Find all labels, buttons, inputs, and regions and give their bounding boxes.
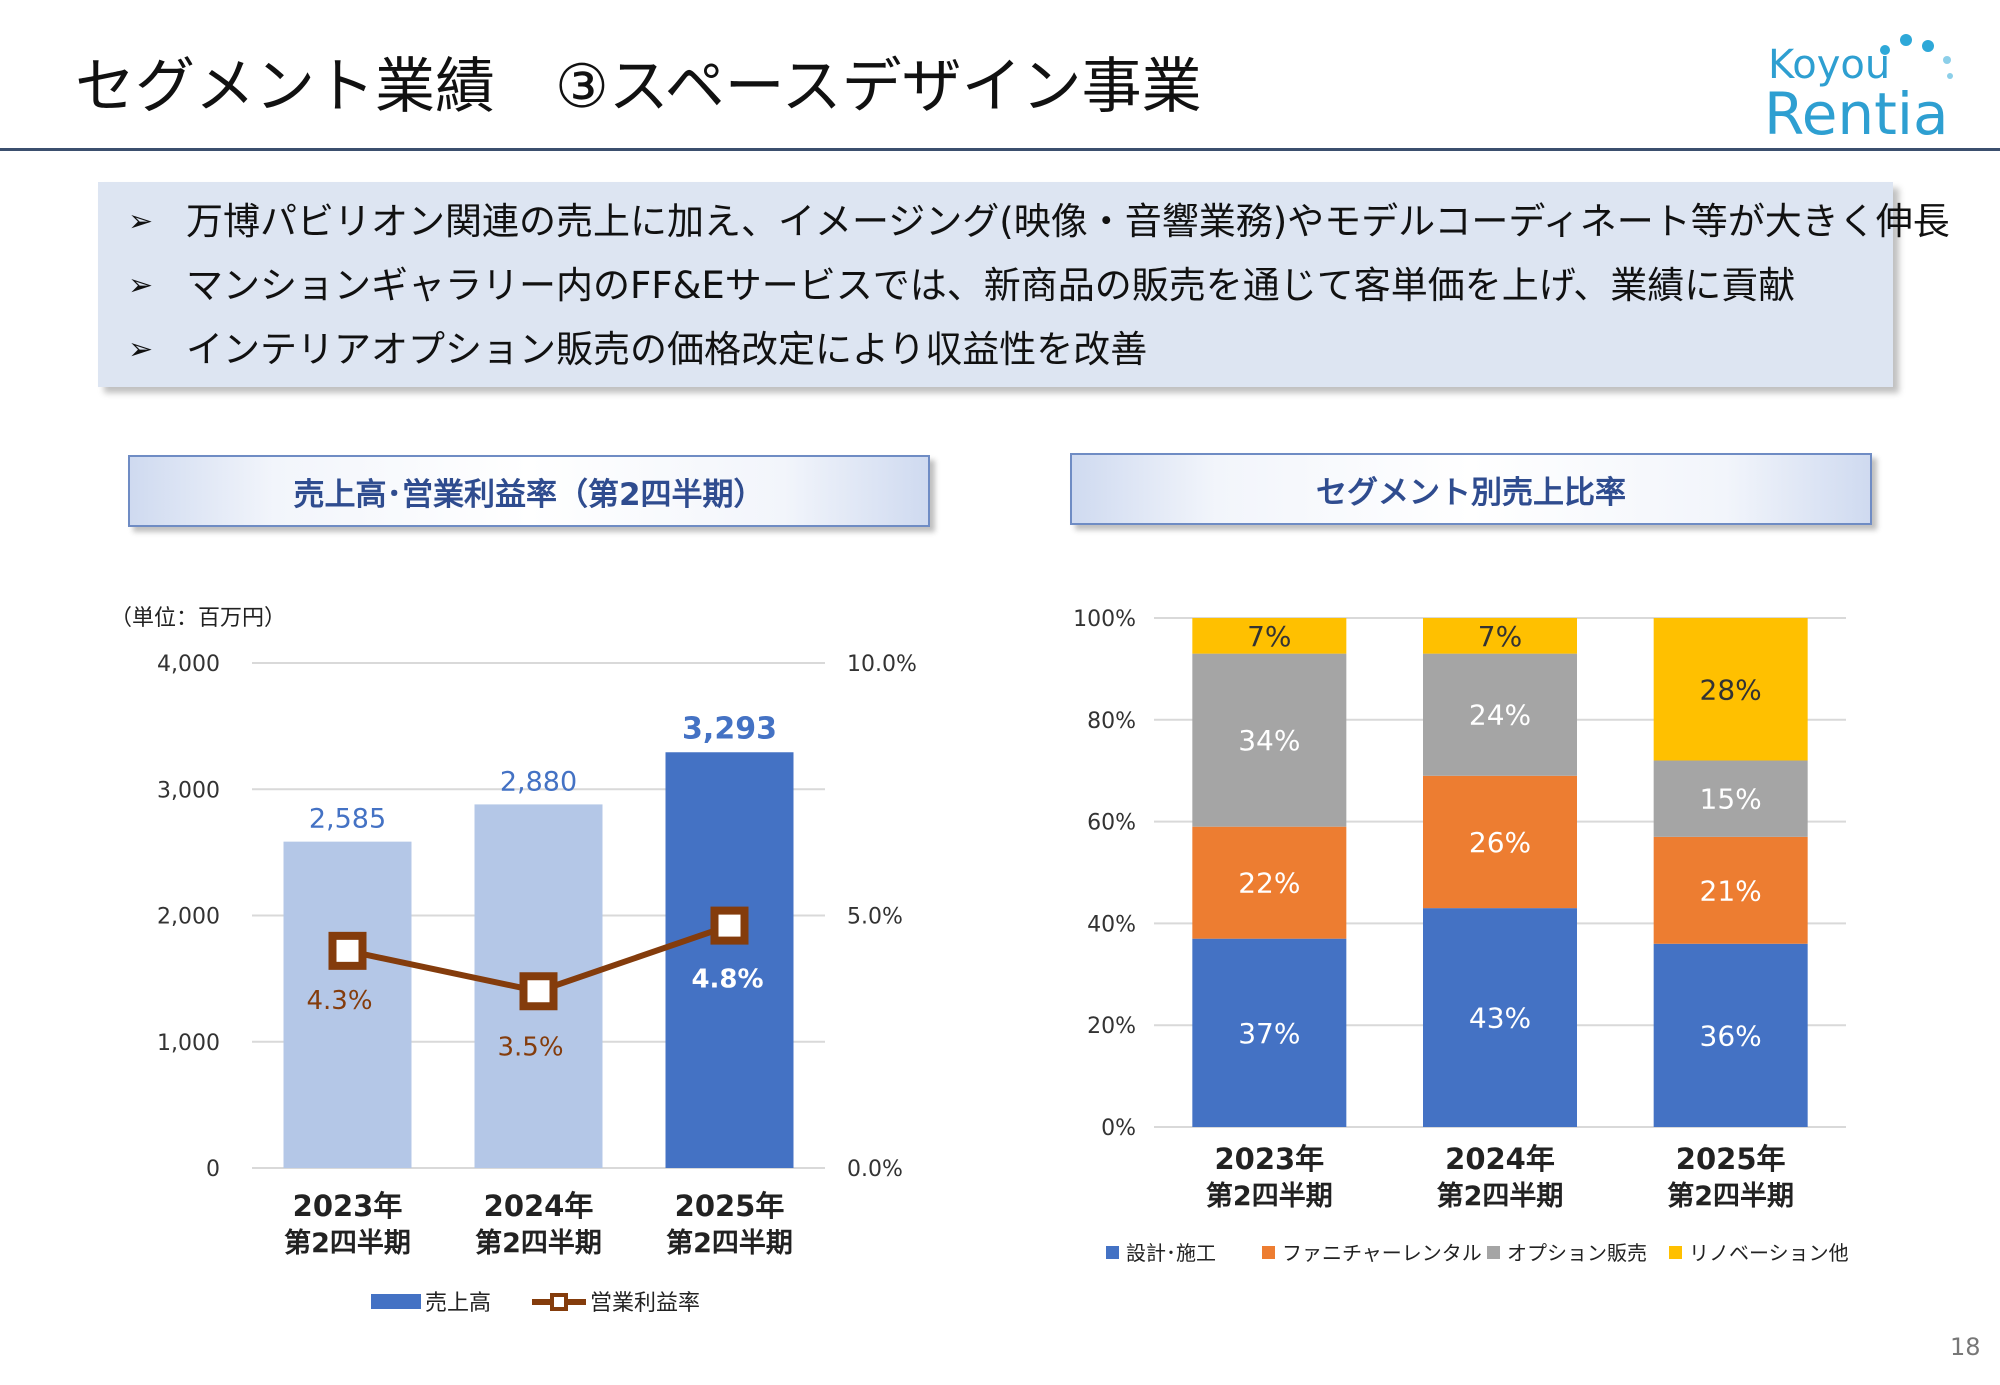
y-left-tick-label: 3,000 — [157, 778, 220, 803]
y-tick-label: 0% — [1101, 1116, 1136, 1141]
left-chart-title: 売上高･営業利益率（第2四半期） — [128, 455, 930, 527]
x-tick-label: 第2四半期 — [475, 1227, 602, 1259]
x-tick-label: 2025年 — [675, 1189, 785, 1223]
sales-bar — [665, 752, 794, 1168]
segment-data-label: 22% — [1238, 867, 1300, 900]
legend-label: リノベーション他 — [1689, 1241, 1849, 1265]
x-tick-label: 2023年 — [1214, 1142, 1324, 1176]
margin-data-label: 4.3% — [306, 986, 372, 1016]
unit-label: （単位：百万円） — [110, 606, 287, 631]
margin-data-label: 4.8% — [691, 965, 763, 995]
right-chart-title: セグメント別売上比率 — [1070, 453, 1872, 525]
y-tick-label: 40% — [1087, 912, 1136, 937]
legend-marker-margin — [550, 1293, 568, 1311]
x-tick-label: 第2四半期 — [1206, 1180, 1333, 1212]
legend-label: 設計･施工 — [1126, 1241, 1216, 1265]
x-tick-label: 第2四半期 — [1437, 1180, 1564, 1212]
x-tick-label: 2023年 — [293, 1189, 403, 1223]
stacked-segment — [1653, 618, 1808, 761]
sales-data-label: 3,293 — [682, 711, 777, 746]
segment-data-label: 7% — [1247, 620, 1291, 653]
legend-label-margin: 営業利益率 — [590, 1291, 700, 1316]
y-left-tick-label: 0 — [206, 1157, 220, 1182]
y-left-tick-label: 1,000 — [157, 1031, 220, 1056]
stacked-segment — [1192, 826, 1347, 939]
summary-box: ➢ 万博パビリオン関連の売上に加え、イメージング(映像・音響業務)やモデルコーデ… — [98, 182, 1950, 387]
x-tick-label: 第2四半期 — [1667, 1180, 1794, 1212]
stacked-segment — [1423, 653, 1577, 776]
summary-bullet: ➢ 万博パビリオン関連の売上に加え、イメージング(映像・音響業務)やモデルコーデ… — [128, 200, 1950, 244]
y-right-tick-label: 5.0% — [847, 905, 903, 930]
y-tick-label: 80% — [1087, 709, 1136, 734]
summary-bullet-text: インテリアオプション販売の価格改定により収益性を改善 — [186, 328, 1148, 371]
legend-swatch — [1262, 1246, 1275, 1259]
legend-swatch-sales — [371, 1294, 421, 1309]
segment-data-label: 28% — [1700, 673, 1762, 706]
segment-data-label: 7% — [1478, 620, 1522, 653]
bullet-arrow-icon: ➢ — [128, 204, 154, 240]
stacked-segment — [1423, 775, 1577, 909]
margin-marker — [328, 931, 367, 970]
legend-swatch — [1487, 1246, 1500, 1259]
company-logo: Koyou Rentia — [1764, 34, 1953, 143]
segment-data-label: 21% — [1700, 874, 1762, 907]
y-left-tick-label: 4,000 — [157, 652, 220, 677]
summary-bullet: ➢ マンションギャラリー内のFF&Eサービスでは、新商品の販売を通じて客単価を上… — [128, 264, 1795, 308]
stacked-segment — [1192, 618, 1347, 654]
sales-data-label: 2,880 — [500, 766, 577, 797]
y-tick-label: 20% — [1087, 1014, 1136, 1039]
summary-bullet-text: マンションギャラリー内のFF&Eサービスでは、新商品の販売を通じて客単価を上げ、… — [186, 264, 1796, 307]
title-divider — [0, 148, 2000, 151]
legend-swatch — [1669, 1246, 1682, 1259]
page-number: 18 — [1950, 1333, 1981, 1361]
legend-label: ファニチャーレンタル — [1282, 1241, 1482, 1265]
legend-label: オプション販売 — [1507, 1241, 1647, 1265]
y-right-tick-label: 0.0% — [847, 1157, 903, 1182]
stacked-segment — [1653, 943, 1808, 1127]
x-tick-label: 第2四半期 — [666, 1227, 793, 1259]
margin-data-label: 3.5% — [497, 1032, 563, 1062]
margin-marker — [519, 972, 558, 1011]
bullet-arrow-icon: ➢ — [128, 268, 154, 304]
segment-data-label: 36% — [1700, 1019, 1762, 1052]
summary-bullet-text: 万博パビリオン関連の売上に加え、イメージング(映像・音響業務)やモデルコーディネ… — [186, 200, 1950, 243]
sales-bar — [283, 841, 412, 1168]
stacked-segment — [1192, 653, 1347, 827]
page-title: セグメント業績 ③スペースデザイン事業 — [75, 52, 1202, 122]
x-tick-label: 2024年 — [484, 1189, 594, 1223]
y-tick-label: 100% — [1073, 607, 1136, 632]
segment-data-label: 24% — [1469, 699, 1531, 732]
bullet-arrow-icon: ➢ — [128, 332, 154, 368]
legend-swatch — [1106, 1246, 1119, 1259]
x-tick-label: 2025年 — [1676, 1142, 1786, 1176]
logo-text-rentia: Rentia — [1764, 80, 1949, 143]
logo-text-koyou: Koyou — [1768, 42, 1890, 88]
legend-label-sales: 売上高 — [425, 1291, 491, 1316]
summary-bullet: ➢ インテリアオプション販売の価格改定により収益性を改善 — [128, 328, 1147, 372]
stacked-segment — [1653, 836, 1808, 944]
y-tick-label: 60% — [1087, 811, 1136, 836]
stacked-segment — [1423, 618, 1577, 654]
stacked-segment — [1423, 908, 1577, 1127]
segment-data-label: 15% — [1700, 783, 1762, 816]
segment-data-label: 37% — [1238, 1017, 1300, 1050]
margin-marker — [710, 906, 749, 945]
x-tick-label: 2024年 — [1445, 1142, 1555, 1176]
y-left-tick-label: 2,000 — [157, 905, 220, 930]
y-right-tick-label: 10.0% — [847, 652, 917, 677]
sales-margin-chart: 0 1,000 2,000 3,000 4,000 0.0% 5.0% 10.0% 2,585 2… — [157, 652, 917, 1316]
sales-data-label: 2,585 — [309, 804, 386, 835]
stacked-segment — [1653, 760, 1808, 837]
segment-data-label: 34% — [1238, 724, 1300, 757]
segment-data-label: 43% — [1469, 1002, 1531, 1035]
x-tick-label: 第2四半期 — [284, 1227, 411, 1259]
stacked-segment — [1192, 938, 1347, 1127]
segment-data-label: 26% — [1469, 826, 1531, 859]
